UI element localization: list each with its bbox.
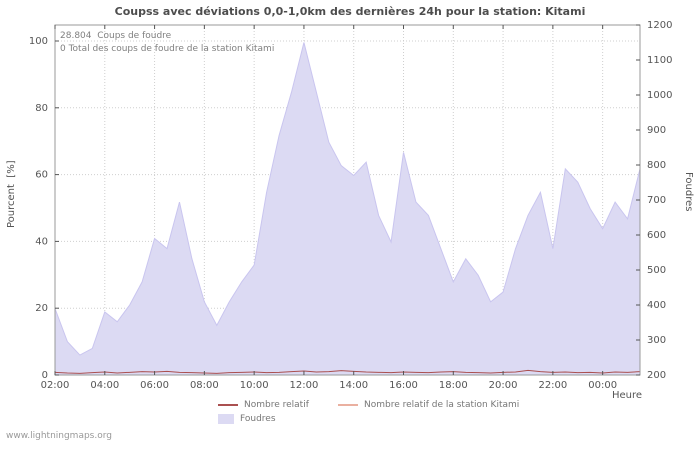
legend-label-foudres: Foudres: [240, 414, 276, 424]
y-axis-label-right: Foudres: [683, 172, 694, 212]
tick-label-right: 900: [647, 125, 666, 136]
tick-label-x: 12:00: [290, 380, 319, 391]
tick-label-right: 400: [647, 300, 666, 311]
tick-label-x: 14:00: [339, 380, 368, 391]
tick-label-x: 00:00: [588, 380, 617, 391]
tick-label-x: 06:00: [140, 380, 169, 391]
tick-label-right: 1100: [647, 55, 672, 66]
tick-label-left: 20: [35, 303, 48, 314]
tick-label-x: 16:00: [389, 380, 418, 391]
legend-item-foudres: Foudres: [218, 414, 276, 424]
line-series-nombre-relatif: [54, 369, 641, 374]
tick-label-left: 0: [42, 370, 48, 381]
legend-label-nombre-relatif: Nombre relatif: [244, 400, 309, 410]
legend-swatch-nombre-relatif-icon: [218, 404, 238, 406]
tick-label-x: 02:00: [41, 380, 70, 391]
legend-item-nombre-relatif: Nombre relatif: [218, 400, 309, 410]
tick-label-right: 1200: [647, 20, 672, 31]
tick-label-left: 100: [29, 36, 48, 47]
x-axis-label: Heure: [612, 390, 643, 401]
tick-label-left: 40: [35, 236, 48, 247]
watermark: www.lightningmaps.org: [6, 431, 112, 441]
y-axis-label-left: Pourcent [%]: [6, 160, 17, 228]
legend-swatch-station-icon: [338, 404, 358, 406]
area-series-foudres: [54, 42, 641, 376]
tick-label-x: 18:00: [439, 380, 468, 391]
tick-label-left: 60: [35, 170, 48, 181]
tick-label-x: 08:00: [190, 380, 219, 391]
tick-label-right: 600: [647, 230, 666, 241]
tick-label-right: 1000: [647, 90, 672, 101]
legend-item-station: Nombre relatif de la station Kitami: [338, 400, 519, 410]
tick-label-right: 500: [647, 265, 666, 276]
tick-label-right: 700: [647, 195, 666, 206]
tick-label-x: 10:00: [240, 380, 269, 391]
tick-label-right: 300: [647, 335, 666, 346]
tick-label-right: 200: [647, 370, 666, 381]
tick-label-x: 04:00: [90, 380, 119, 391]
legend-swatch-foudres-icon: [218, 414, 234, 424]
tick-label-x: 22:00: [538, 380, 567, 391]
annotation-total-strikes: 28.804 Coups de foudre: [60, 31, 172, 41]
legend-label-station: Nombre relatif de la station Kitami: [364, 400, 520, 410]
tick-label-left: 80: [35, 103, 48, 114]
annotation-station-total: 0 Total des coups de foudre de la statio…: [60, 44, 275, 54]
tick-label-right: 800: [647, 160, 666, 171]
tick-label-x: 20:00: [489, 380, 518, 391]
chart-title: Coupss avec déviations 0,0-1,0km des der…: [114, 5, 586, 18]
